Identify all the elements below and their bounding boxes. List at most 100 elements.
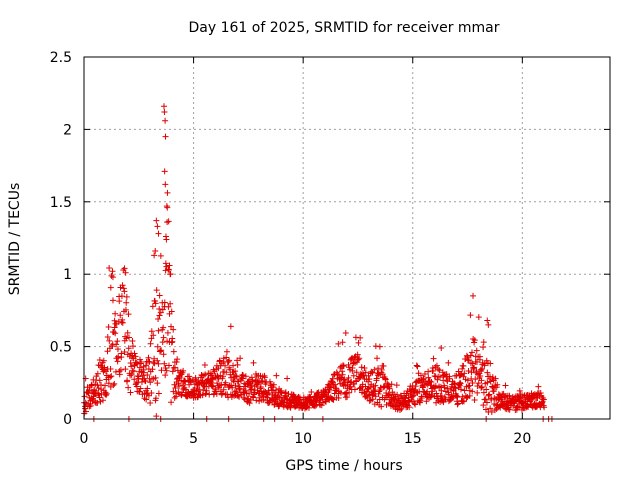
data-point <box>333 387 340 394</box>
data-point <box>162 267 169 274</box>
data-point <box>225 358 232 365</box>
data-point <box>411 386 418 393</box>
data-point <box>444 385 451 392</box>
data-point <box>484 379 491 386</box>
data-point <box>430 367 437 374</box>
data-point <box>492 375 499 382</box>
data-point <box>332 381 339 388</box>
data-point <box>467 312 474 319</box>
data-point <box>365 385 372 392</box>
data-point <box>162 133 169 140</box>
data-point <box>145 354 152 361</box>
data-point <box>528 396 535 403</box>
data-point <box>170 326 177 333</box>
data-point <box>421 370 428 377</box>
data-point <box>142 378 149 385</box>
data-point <box>435 366 442 373</box>
data-point <box>240 394 247 401</box>
x-axis-label: GPS time / hours <box>285 458 402 474</box>
data-point <box>162 365 169 372</box>
data-point <box>480 339 487 346</box>
data-point <box>107 284 114 291</box>
data-point <box>388 381 395 388</box>
data-point <box>469 379 476 386</box>
data-point <box>465 383 472 390</box>
data-point <box>163 236 170 243</box>
y-tick-label: 0 <box>63 412 72 428</box>
data-point <box>328 384 335 391</box>
data-point <box>365 378 372 385</box>
data-point <box>355 356 362 363</box>
data-point <box>167 300 174 307</box>
data-point <box>215 375 222 382</box>
data-point <box>160 351 167 358</box>
data-point <box>125 311 132 318</box>
data-point <box>335 395 342 402</box>
data-point <box>162 181 169 188</box>
data-point <box>124 377 131 384</box>
data-point <box>452 385 459 392</box>
data-point <box>457 380 464 387</box>
data-point <box>436 374 443 381</box>
data-point <box>168 399 175 406</box>
data-point <box>123 299 130 306</box>
data-point <box>98 381 105 388</box>
data-point <box>236 383 243 390</box>
data-point <box>209 382 216 389</box>
data-point <box>105 323 112 330</box>
data-point <box>278 389 285 396</box>
data-point <box>153 217 160 224</box>
data-point <box>169 368 176 375</box>
data-point <box>420 375 427 382</box>
data-point <box>357 334 364 341</box>
data-point <box>468 349 475 356</box>
data-point <box>96 394 103 401</box>
data-point <box>366 376 373 383</box>
data-point <box>356 355 363 362</box>
data-point <box>220 386 227 393</box>
data-point <box>464 377 471 384</box>
data-point <box>226 357 233 364</box>
data-point <box>99 397 106 404</box>
data-point <box>111 380 118 387</box>
data-point <box>230 362 237 369</box>
data-point <box>308 388 315 395</box>
data-point <box>110 329 117 336</box>
data-point <box>353 369 360 376</box>
data-point <box>385 391 392 398</box>
data-point <box>110 382 117 389</box>
data-point <box>371 366 378 373</box>
data-point <box>152 395 159 402</box>
data-point <box>487 405 494 412</box>
data-point <box>480 344 487 351</box>
data-point <box>239 371 246 378</box>
data-point <box>137 385 144 392</box>
data-point <box>117 312 124 319</box>
data-point <box>475 380 482 387</box>
data-point <box>154 357 161 364</box>
data-point <box>107 373 114 380</box>
data-point <box>165 303 172 310</box>
data-point <box>105 380 112 387</box>
data-point <box>428 392 435 399</box>
data-point <box>133 359 140 366</box>
data-point <box>502 405 509 412</box>
data-point <box>318 402 325 409</box>
data-point <box>416 398 423 405</box>
data-point <box>134 373 141 380</box>
data-point <box>419 384 426 391</box>
data-point <box>393 382 400 389</box>
data-point <box>124 329 131 336</box>
data-point <box>330 396 337 403</box>
data-point <box>427 382 434 389</box>
data-point <box>432 382 439 389</box>
data-point <box>233 373 240 380</box>
y-tick-label: 2 <box>63 122 72 138</box>
data-point <box>200 372 207 379</box>
data-point <box>223 369 230 376</box>
data-point <box>157 252 164 259</box>
data-point <box>498 395 505 402</box>
data-point <box>246 400 253 407</box>
data-point <box>156 312 163 319</box>
data-point <box>335 340 342 347</box>
